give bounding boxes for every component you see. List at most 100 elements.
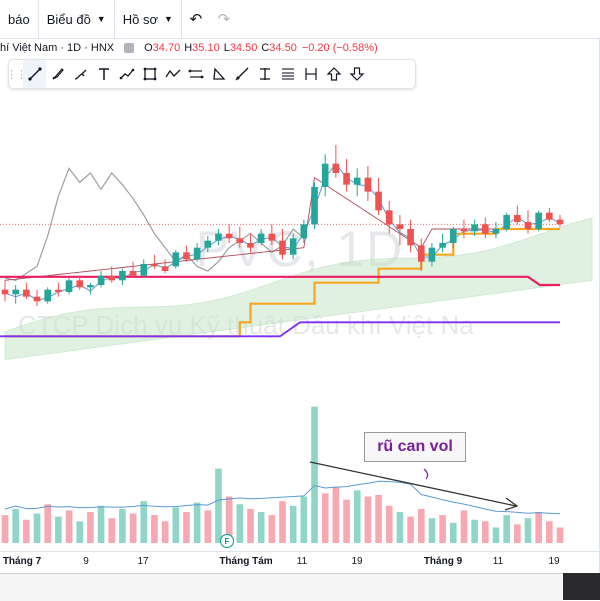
volume-bar: [439, 515, 446, 543]
menu-profile[interactable]: Hồ sơ ▼: [115, 0, 182, 38]
candle-body: [471, 224, 478, 232]
volume-bar: [172, 507, 180, 543]
volume-bar: [204, 510, 212, 543]
candle-body: [513, 215, 521, 222]
volume-bar: [129, 513, 137, 543]
candle-body: [321, 163, 329, 187]
volume-bar: [65, 510, 73, 543]
undo-icon[interactable]: ↶: [189, 11, 203, 28]
volume-bar: [215, 468, 222, 543]
volume-bar: [23, 519, 30, 543]
polyline-icon[interactable]: [161, 60, 184, 88]
axis-label: 19: [351, 556, 363, 567]
trend-line-icon[interactable]: [23, 60, 46, 88]
axis-label: 19: [548, 556, 560, 567]
arrow-down-icon[interactable]: [345, 60, 368, 88]
volume-bar: [343, 499, 350, 543]
ray-icon[interactable]: [230, 60, 253, 88]
axis-label: Tháng 7: [2, 556, 42, 567]
arrow-up-icon[interactable]: [322, 60, 345, 88]
path-icon[interactable]: [115, 60, 138, 88]
candle-body: [140, 264, 148, 276]
candle-body: [215, 233, 222, 241]
volume-bar: [44, 504, 52, 543]
axis-label: Tháng Tám: [219, 556, 273, 567]
volume-bar: [321, 493, 329, 543]
axis-label: 17: [137, 556, 149, 567]
candle-body: [183, 252, 190, 260]
volume-bar: [449, 522, 457, 543]
volume-bar: [161, 521, 169, 543]
menu-alerts[interactable]: báo: [0, 0, 39, 38]
parallel-channel-icon[interactable]: [184, 60, 207, 88]
volume-bar: [332, 487, 340, 543]
candle-body: [535, 212, 542, 229]
text-icon[interactable]: [92, 60, 115, 88]
volume-bar: [300, 496, 308, 543]
event-badge[interactable]: F: [220, 534, 234, 548]
rectangle-icon[interactable]: [138, 60, 161, 88]
chevron-down-icon: ▼: [163, 14, 173, 24]
volume-bar: [311, 406, 318, 543]
highlighter-icon[interactable]: [69, 60, 92, 88]
volume-bar: [428, 518, 436, 543]
high-key: H: [184, 42, 193, 54]
bottom-panel: [0, 573, 600, 601]
volume-bar: [503, 515, 510, 543]
candle-body: [417, 245, 425, 262]
high-value: 35.10: [192, 42, 220, 54]
trend-arrow-head: [504, 497, 519, 511]
candle-body: [65, 280, 73, 292]
volume-bar: [513, 524, 521, 543]
eye-toggle-icon[interactable]: [124, 43, 135, 53]
volume-bar: [364, 496, 372, 543]
candle-body: [108, 275, 116, 281]
candle-body: [12, 289, 19, 295]
ichimoku-cloud: [4, 217, 593, 361]
annotation-note[interactable]: rũ can vol: [364, 432, 466, 462]
brush-icon[interactable]: [46, 60, 69, 88]
volume-bar: [375, 494, 382, 543]
candle-body: [204, 240, 212, 248]
price-chart[interactable]: [0, 88, 600, 551]
volume-bar: [87, 512, 94, 543]
menu-alerts-label: báo: [8, 11, 30, 27]
volume-bar: [471, 519, 478, 543]
candle-body: [172, 252, 180, 267]
candle-body: [396, 224, 404, 229]
candle-body: [439, 243, 446, 248]
menu-chart[interactable]: Biểu đồ ▼: [39, 0, 115, 38]
volume-bar: [556, 527, 564, 543]
axis-label: Tháng 9: [423, 556, 463, 567]
drawing-toolbar: ⋮⋮: [6, 59, 416, 89]
vertical-line-icon[interactable]: [253, 60, 276, 88]
candle-body: [33, 296, 41, 302]
axis-label: 11: [492, 556, 504, 567]
axis-label: 11: [296, 556, 308, 567]
candle-body: [1, 289, 9, 295]
volume-bar: [492, 527, 500, 543]
symbol-title[interactable]: hí Việt Nam · 1D · HNX: [0, 42, 115, 54]
candle-body: [300, 224, 308, 239]
chevron-down-icon: ▼: [96, 14, 106, 24]
volume-bar: [225, 496, 233, 543]
time-axis[interactable]: Tháng 7 9 17 Tháng Tám 11 19 Tháng 9 11 …: [0, 551, 600, 574]
candle-body: [289, 238, 297, 255]
triangle-icon[interactable]: [207, 60, 230, 88]
volume-bar: [76, 521, 84, 543]
low-value: 34.50: [229, 42, 258, 54]
volume-bar: [289, 505, 297, 543]
candle-body: [492, 229, 500, 234]
candle-body: [193, 247, 201, 260]
fib-retracement-icon[interactable]: [276, 60, 299, 88]
menu-profile-label: Hồ sơ: [122, 11, 158, 27]
redo-icon[interactable]: ↷: [217, 11, 231, 28]
candle-body: [524, 222, 532, 229]
volume-ma-line: [4, 480, 561, 515]
drag-handle-icon[interactable]: ⋮⋮: [6, 68, 27, 81]
volume-bar: [33, 513, 41, 543]
volume-bar: [183, 512, 190, 543]
menu-chart-label: Biểu đồ: [46, 11, 91, 27]
volume-bar: [546, 521, 553, 543]
date-range-icon[interactable]: [299, 60, 322, 88]
